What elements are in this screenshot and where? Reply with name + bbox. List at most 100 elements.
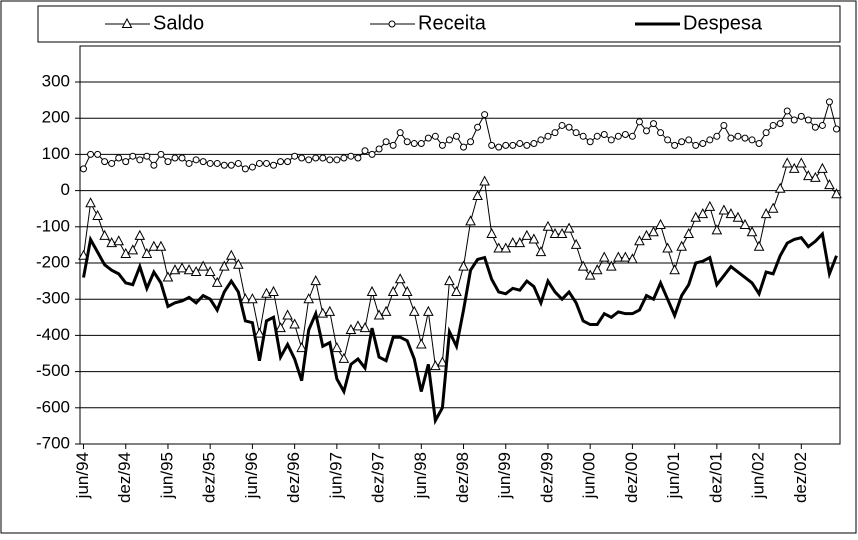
data-point [544, 132, 552, 140]
legend-box [37, 5, 841, 43]
data-point [303, 293, 315, 304]
data-point [206, 159, 214, 167]
data-point [760, 208, 772, 219]
data-point [99, 229, 110, 240]
data-point [579, 132, 587, 140]
data-point [403, 138, 411, 146]
data-point [247, 293, 258, 304]
data-point [452, 132, 460, 140]
data-point [396, 129, 404, 137]
data-point [387, 285, 399, 296]
y-tick-label: 0 [61, 180, 70, 199]
data-point [190, 265, 202, 277]
data-point [92, 209, 103, 220]
x-tick-label: dez/00 [622, 452, 641, 503]
data-point [762, 129, 770, 137]
data-point [479, 175, 490, 186]
y-tick-label: -700 [36, 433, 70, 452]
data-point [458, 260, 469, 271]
data-point [176, 262, 188, 273]
data-point [741, 134, 749, 142]
data-point [199, 158, 207, 166]
data-point [613, 251, 624, 262]
data-point [832, 125, 840, 133]
data-point [528, 233, 540, 244]
data-point [162, 271, 174, 282]
y-tick-label: -200 [36, 252, 70, 271]
data-point [563, 222, 575, 233]
data-point [551, 129, 559, 137]
data-point [600, 130, 608, 138]
data-point [296, 342, 307, 353]
data-point [704, 200, 716, 211]
data-point [298, 154, 306, 162]
data-point [115, 154, 123, 162]
x-tick-label: dez/94 [115, 452, 134, 503]
data-point [537, 136, 545, 144]
data-point [87, 150, 95, 158]
data-point [781, 157, 793, 168]
data-point [113, 235, 125, 246]
data-point [94, 150, 102, 158]
data-point [803, 170, 814, 181]
data-point [584, 269, 596, 280]
x-tick-label: jun/97 [326, 452, 345, 499]
data-point [284, 158, 292, 166]
data-point [509, 141, 517, 149]
data-point [657, 129, 665, 137]
data-point [790, 116, 798, 124]
data-point [598, 251, 610, 262]
data-point [676, 240, 687, 251]
data-point [776, 120, 784, 128]
data-point [333, 156, 341, 164]
data-point [157, 150, 165, 158]
data-point [424, 134, 432, 142]
y-tick-label: -400 [36, 325, 70, 344]
x-tick-label: jun/98 [411, 452, 430, 499]
data-point [523, 141, 531, 149]
data-point [586, 138, 594, 146]
legend-label: Receita [418, 12, 487, 34]
data-point [234, 159, 242, 167]
data-point [565, 123, 573, 131]
data-point [732, 211, 744, 222]
y-tick-label: -500 [36, 361, 70, 380]
data-point [824, 179, 835, 190]
data-point [262, 159, 270, 167]
data-point [507, 237, 519, 248]
data-point [683, 227, 695, 239]
data-point [570, 238, 582, 249]
data-point [690, 211, 702, 222]
data-point [486, 227, 497, 239]
x-tick-label: dez/98 [453, 452, 472, 503]
data-point [85, 197, 96, 208]
data-point [811, 123, 819, 131]
data-point [502, 141, 510, 149]
data-point [627, 253, 638, 264]
data-point [549, 227, 561, 239]
data-point [120, 247, 132, 258]
data-point [804, 116, 812, 124]
data-point [648, 226, 659, 237]
data-point [129, 152, 137, 160]
data-point [431, 132, 439, 140]
data-point [382, 138, 390, 146]
data-point [725, 208, 737, 219]
data-point [438, 141, 446, 149]
data-point [495, 143, 503, 151]
data-point [783, 107, 791, 115]
data-point [514, 237, 526, 248]
data-point [368, 150, 376, 158]
data-point [817, 162, 828, 173]
data-point [444, 275, 455, 286]
data-point [642, 127, 650, 135]
data-point [774, 182, 786, 193]
data-point [577, 260, 589, 271]
data-point [408, 305, 420, 316]
data-point [641, 229, 652, 240]
data-point [155, 240, 167, 251]
x-tick-label: jun/00 [580, 452, 599, 499]
data-point [634, 235, 645, 246]
data-point [818, 121, 826, 129]
